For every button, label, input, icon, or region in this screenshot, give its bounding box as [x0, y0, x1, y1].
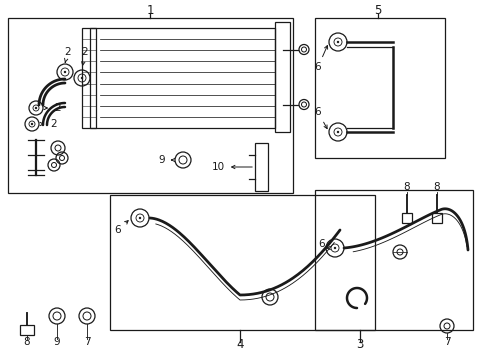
Circle shape — [35, 107, 37, 109]
Text: 2: 2 — [81, 47, 88, 65]
Bar — [8, 18, 292, 193]
Circle shape — [63, 71, 66, 73]
Circle shape — [336, 41, 339, 43]
Text: 8: 8 — [433, 182, 439, 192]
Circle shape — [139, 217, 141, 219]
Text: 1: 1 — [146, 4, 153, 17]
Text: 6: 6 — [314, 45, 327, 72]
Text: 9: 9 — [54, 337, 60, 347]
Text: 2: 2 — [44, 103, 61, 113]
Text: 4: 4 — [236, 338, 243, 351]
Bar — [431, 213, 441, 223]
Text: 7: 7 — [83, 337, 90, 347]
Bar — [20, 325, 34, 335]
Text: 7: 7 — [443, 337, 449, 347]
Text: 10: 10 — [211, 162, 252, 172]
Circle shape — [336, 131, 339, 133]
Text: 5: 5 — [373, 4, 381, 17]
Bar — [254, 143, 267, 191]
Text: 6: 6 — [318, 239, 325, 249]
Circle shape — [333, 247, 336, 249]
Bar — [90, 28, 274, 128]
Text: 6: 6 — [314, 107, 326, 129]
Text: 2: 2 — [40, 119, 57, 129]
Text: 2: 2 — [64, 47, 71, 63]
Bar — [82, 28, 96, 128]
Text: 8: 8 — [23, 337, 30, 347]
Bar — [274, 22, 289, 132]
Text: 6: 6 — [115, 221, 128, 235]
Text: 8: 8 — [403, 182, 409, 192]
Bar — [314, 18, 444, 158]
Bar — [314, 190, 472, 330]
Text: 3: 3 — [356, 338, 363, 351]
Bar — [401, 213, 411, 223]
Bar — [110, 195, 374, 330]
Circle shape — [31, 123, 33, 125]
Text: 9: 9 — [158, 155, 175, 165]
Circle shape — [81, 77, 83, 79]
